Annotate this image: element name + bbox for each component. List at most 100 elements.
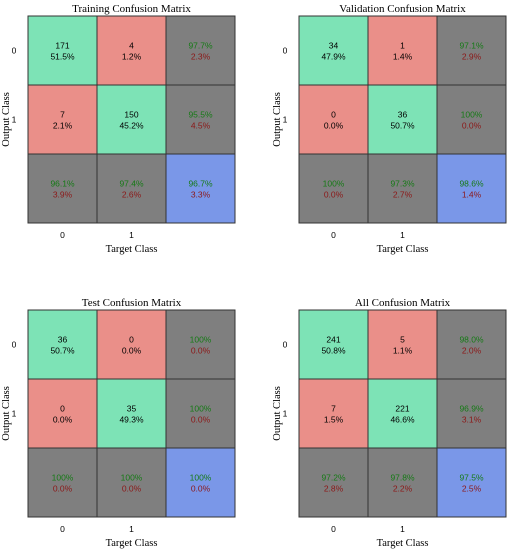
accuracy-value: 100% (52, 473, 74, 483)
y-tick-label: 1 (283, 409, 288, 419)
accuracy-value: 98.6% (459, 179, 484, 189)
y-tick-label: 0 (283, 46, 288, 56)
accuracy-value: 97.2% (321, 473, 346, 483)
y-axis-label: Output Class (272, 92, 283, 147)
column-summary-cell (27, 447, 98, 518)
cell-percent: 50.7% (50, 346, 75, 356)
x-axis-label: Target Class (106, 538, 158, 549)
x-axis-label: Target Class (377, 244, 429, 255)
accuracy-value: 100% (121, 473, 143, 483)
overall-accuracy-cell (165, 447, 236, 518)
accuracy-value: 96.9% (459, 404, 484, 414)
accuracy-value: 100% (190, 473, 212, 483)
misclassified-cell (27, 84, 98, 155)
cell-count: 0 (331, 110, 336, 120)
cell-count: 171 (55, 41, 69, 51)
x-tick-label: 0 (60, 230, 65, 240)
row-summary-cell (165, 378, 236, 449)
error-value: 3.3% (191, 190, 211, 200)
correct-cell (27, 15, 98, 86)
correct-cell (96, 378, 167, 449)
column-summary-cell (367, 447, 438, 518)
x-tick-label: 0 (331, 230, 336, 240)
x-tick-label: 1 (400, 524, 405, 534)
misclassified-cell (96, 15, 167, 86)
cell-count: 1 (400, 41, 405, 51)
accuracy-value: 98.0% (459, 335, 484, 345)
correct-cell (27, 309, 98, 380)
accuracy-value: 97.7% (188, 41, 213, 51)
accuracy-value: 97.8% (390, 473, 415, 483)
error-value: 0.0% (191, 415, 211, 425)
cell-percent: 0.0% (122, 346, 142, 356)
correct-cell (367, 378, 438, 449)
cell-percent: 50.8% (321, 346, 346, 356)
cell-percent: 1.5% (324, 415, 344, 425)
error-value: 2.2% (393, 484, 413, 494)
chart-title: All Confusion Matrix (355, 297, 451, 309)
misclassified-cell (298, 378, 369, 449)
cell-count: 221 (395, 404, 409, 414)
accuracy-value: 100% (190, 335, 212, 345)
misclassified-cell (298, 84, 369, 155)
correct-cell (298, 309, 369, 380)
correct-cell (367, 84, 438, 155)
error-value: 0.0% (191, 346, 211, 356)
error-value: 3.9% (53, 190, 73, 200)
cell-percent: 47.9% (321, 52, 346, 62)
cell-count: 34 (329, 41, 339, 51)
confusion-matrix-panel: Validation Confusion Matrix3447.9%11.4%9… (272, 3, 507, 255)
error-value: 2.5% (462, 484, 482, 494)
misclassified-cell (367, 309, 438, 380)
row-summary-cell (165, 15, 236, 86)
row-summary-cell (436, 15, 507, 86)
cell-percent: 0.0% (53, 415, 73, 425)
y-tick-label: 1 (12, 115, 17, 125)
error-value: 2.8% (324, 484, 344, 494)
accuracy-value: 100% (190, 404, 212, 414)
correct-cell (96, 84, 167, 155)
cell-percent: 1.4% (393, 52, 413, 62)
error-value: 2.3% (191, 52, 211, 62)
accuracy-value: 96.7% (188, 179, 213, 189)
cell-count: 36 (58, 335, 68, 345)
accuracy-value: 95.5% (188, 110, 213, 120)
row-summary-cell (436, 309, 507, 380)
cell-count: 36 (398, 110, 408, 120)
y-tick-label: 0 (12, 46, 17, 56)
error-value: 0.0% (191, 484, 211, 494)
chart-title: Training Confusion Matrix (72, 3, 191, 15)
x-tick-label: 1 (400, 230, 405, 240)
cell-count: 241 (326, 335, 340, 345)
y-tick-label: 1 (283, 115, 288, 125)
cell-count: 0 (129, 335, 134, 345)
cell-count: 4 (129, 41, 134, 51)
column-summary-cell (96, 447, 167, 518)
accuracy-value: 97.4% (119, 179, 144, 189)
cell-percent: 1.1% (393, 346, 413, 356)
accuracy-value: 96.1% (50, 179, 75, 189)
overall-accuracy-cell (436, 447, 507, 518)
column-summary-cell (96, 153, 167, 224)
row-summary-cell (436, 84, 507, 155)
x-axis-label: Target Class (377, 538, 429, 549)
cell-percent: 2.1% (53, 121, 73, 131)
error-value: 0.0% (324, 190, 344, 200)
error-value: 2.7% (393, 190, 413, 200)
misclassified-cell (367, 15, 438, 86)
cell-percent: 50.7% (390, 121, 415, 131)
cell-count: 150 (124, 110, 138, 120)
row-summary-cell (165, 84, 236, 155)
cell-percent: 0.0% (324, 121, 344, 131)
y-tick-label: 0 (12, 340, 17, 350)
accuracy-value: 97.3% (390, 179, 415, 189)
misclassified-cell (27, 378, 98, 449)
accuracy-value: 97.5% (459, 473, 484, 483)
y-axis-label: Output Class (1, 92, 12, 147)
chart-title: Validation Confusion Matrix (339, 3, 466, 15)
error-value: 1.4% (462, 190, 482, 200)
cell-count: 5 (400, 335, 405, 345)
error-value: 2.6% (122, 190, 142, 200)
